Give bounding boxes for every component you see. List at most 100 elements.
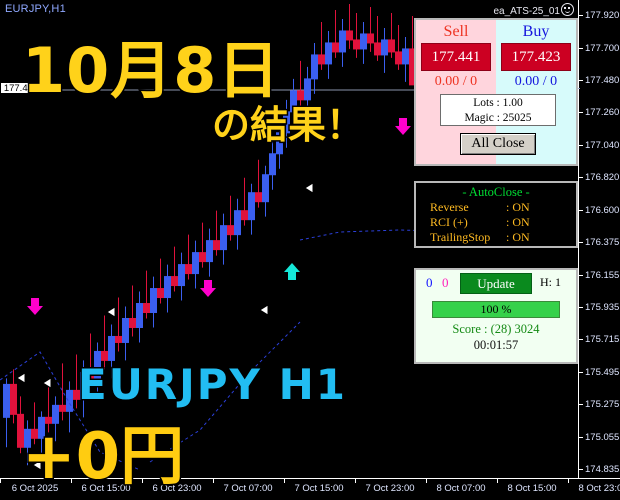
down-arrow-marker [395, 118, 411, 135]
ea-name-label: ea_ATS-25_01 [493, 3, 574, 17]
tick-mark [579, 177, 583, 179]
candlestick [290, 78, 297, 127]
candlestick [367, 7, 374, 52]
candlestick [346, 4, 353, 49]
autoclose-value-rci: ON [512, 215, 530, 229]
tick-mark [579, 404, 583, 406]
time-tick-label: 7 Oct 23:00 [365, 483, 415, 494]
candlestick [213, 210, 220, 256]
left-arrow-marker [259, 304, 269, 316]
price-tick-label: 177.040 [585, 139, 620, 151]
counter-magenta: 0 [442, 275, 449, 290]
clock-label: 00:01:57 [473, 338, 519, 352]
autoclose-key-reverse: Reverse [430, 200, 469, 214]
candlestick [339, 18, 346, 67]
candlestick [395, 24, 402, 70]
candlestick [150, 276, 157, 328]
update-panel: 0 0 Update H: 1 100 % Score : (28) 3024 … [414, 268, 578, 364]
price-tick: 175.935 [579, 302, 620, 314]
candlestick [73, 354, 80, 409]
sell-price-button[interactable]: 177.441 [421, 43, 491, 71]
price-tick: 177.480 [579, 75, 620, 87]
buy-price-button[interactable]: 177.423 [501, 43, 571, 71]
autoclose-sep-trailingstop: : [506, 230, 513, 244]
price-tick-label: 176.820 [585, 172, 620, 184]
price-axis[interactable]: 177.920 177.700 177.480 177.260 177.040 176.8… [578, 0, 620, 478]
price-tick: 177.700 [579, 43, 620, 55]
price-tick: 176.375 [579, 237, 620, 249]
tick-mark [579, 242, 583, 244]
autoclose-row-rci[interactable]: RCI (+): ON [416, 215, 576, 230]
candlestick [157, 258, 164, 304]
time-tick-label: 7 Oct 07:00 [223, 483, 273, 494]
candlestick [262, 165, 269, 217]
candlestick [241, 177, 248, 226]
lots-value: Lots : 1.00 [473, 97, 523, 109]
left-arrow-marker [16, 372, 26, 384]
time-tick-mark [355, 479, 356, 483]
candlestick [108, 324, 115, 379]
tick-mark [579, 112, 583, 114]
price-tick: 177.040 [579, 140, 620, 152]
candlestick [360, 21, 367, 64]
candlestick [297, 60, 304, 109]
candlestick [185, 234, 192, 280]
candlestick [381, 27, 388, 73]
candlestick [234, 198, 241, 250]
tick-mark [579, 371, 583, 373]
candlestick [388, 12, 395, 58]
sell-label: Sell [443, 23, 469, 40]
time-tick-mark [71, 479, 72, 483]
all-close-button[interactable]: All Close [460, 133, 536, 155]
candlestick [24, 420, 31, 466]
progress-bar-label: 100 % [480, 302, 512, 316]
time-tick-mark [0, 479, 1, 483]
time-tick-mark [213, 479, 214, 483]
tick-mark [579, 47, 583, 49]
time-tick-mark [142, 479, 143, 483]
chart-symbol-label: EURJPY,H1 [5, 3, 66, 15]
h-count-label: H: 1 [540, 275, 561, 289]
left-arrow-marker [32, 459, 42, 471]
progress-bar-fill [433, 302, 559, 317]
candlestick [318, 21, 325, 70]
price-tick-label: 176.375 [585, 237, 620, 249]
candlestick [171, 246, 178, 292]
time-tick-mark [568, 479, 569, 483]
candlestick [178, 252, 185, 301]
price-tick-label: 174.835 [585, 464, 620, 475]
candlestick [10, 369, 17, 424]
price-tick: 175.275 [579, 399, 620, 411]
down-arrow-marker [200, 280, 216, 297]
candlestick [325, 30, 332, 79]
candlestick [276, 120, 283, 169]
candlestick [143, 270, 150, 319]
price-tick-label: 175.935 [585, 301, 620, 313]
candlestick-plot [0, 4, 578, 471]
autoclose-row-trailingstop[interactable]: TrailingStop: ON [416, 230, 576, 245]
overlay-result-text: の結果！ [210, 102, 365, 149]
ea-name-text: ea_ATS-25_01 [493, 6, 560, 17]
autoclose-panel: - AutoClose - Reverse: ON RCI (+): ON Tr… [414, 181, 578, 248]
update-button[interactable]: Update [460, 273, 532, 294]
candlestick [59, 363, 66, 421]
price-tick-label: 177.480 [585, 75, 620, 87]
candlestick [101, 315, 108, 370]
time-tick-label: 6 Oct 2025 [11, 483, 59, 494]
time-axis[interactable]: 6 Oct 2025 6 Oct 15:00 6 Oct 23:00 7 Oct 07… [0, 478, 620, 500]
lots-magic-box[interactable]: Lots : 1.00 Magic : 25025 [440, 94, 556, 126]
price-tick-label: 175.495 [585, 366, 620, 378]
score-label: Score : (28) 3024 [452, 322, 540, 336]
candlestick [255, 159, 262, 208]
tick-mark [579, 144, 583, 146]
price-tick-label: 175.715 [585, 334, 620, 346]
price-tick-label: 176.600 [585, 204, 620, 216]
current-price-badge: 177.423 [0, 82, 42, 94]
overlay-date-text: 10月8日 [20, 33, 281, 109]
price-tick: 177.920 [579, 10, 620, 22]
price-tick: 176.600 [579, 205, 620, 217]
autoclose-row-reverse[interactable]: Reverse: ON [416, 200, 576, 215]
left-arrow-marker [42, 377, 52, 389]
candlestick [220, 213, 227, 265]
